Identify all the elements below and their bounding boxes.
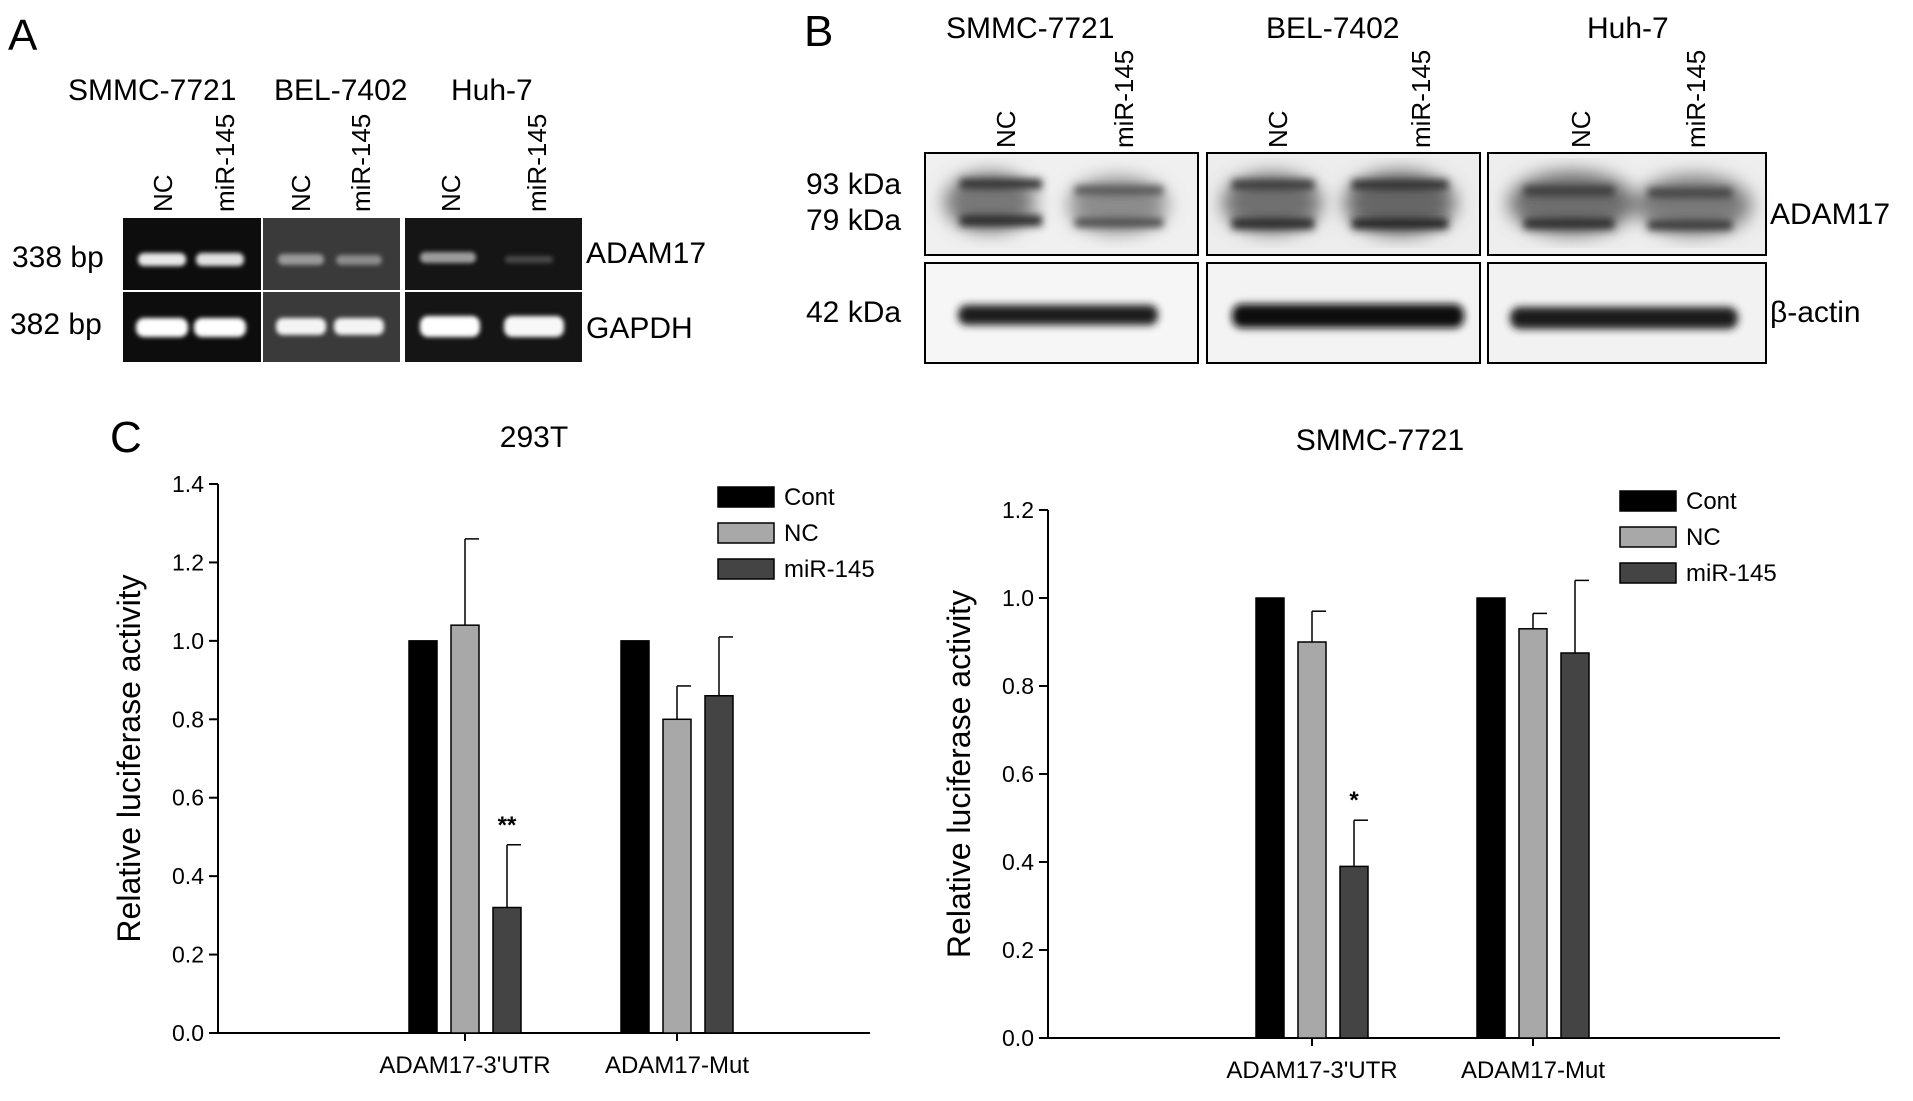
legend-label: Cont	[784, 484, 835, 511]
y-tick-label: 1.2	[172, 549, 204, 575]
panel-b-letter: B	[804, 7, 833, 56]
y-tick-label: 1.4	[172, 471, 204, 497]
legend-label: NC	[1686, 524, 1721, 551]
significance-marker: **	[498, 812, 517, 839]
panel-b-cell-line-bel: BEL-7402	[1266, 12, 1399, 45]
panel-b-marker-93: 93 kDa	[806, 168, 901, 201]
bar	[408, 640, 438, 1034]
legend-swatch	[1619, 562, 1677, 584]
panel-a-lane-label: miR-145	[210, 114, 240, 212]
panel-a-size-338: 338 bp	[12, 241, 104, 274]
bar	[492, 906, 522, 1034]
chart-title: SMMC-7721	[1296, 424, 1464, 457]
western-blot-adam17	[924, 152, 1767, 256]
legend-label: Cont	[1686, 488, 1737, 515]
gel-bands-gapdh	[136, 316, 564, 337]
legend-label: miR-145	[784, 556, 875, 583]
chart-title: 293T	[500, 421, 568, 454]
panel-b-lane-label: miR-145	[1109, 50, 1139, 148]
legend-label: miR-145	[1686, 560, 1777, 587]
panel-b-cell-line-huh: Huh-7	[1587, 12, 1669, 45]
bar	[620, 640, 650, 1034]
y-tick-label: 1.0	[172, 628, 204, 654]
y-tick-label: 0.6	[172, 785, 204, 811]
western-blot-beta-actin	[924, 262, 1767, 364]
panel-b-lane-label: miR-145	[1406, 50, 1436, 148]
bar	[662, 718, 692, 1034]
y-tick-label: 0.2	[172, 942, 204, 968]
y-tick-label: 1.2	[1002, 497, 1034, 523]
y-tick-label: 1.0	[1002, 585, 1034, 611]
panel-a-letter: A	[8, 11, 38, 60]
y-axis-label: Relative luciferase activity	[111, 574, 147, 942]
y-tick-label: 0.0	[172, 1020, 204, 1046]
legend-swatch	[717, 522, 775, 544]
panel-c-letter: C	[110, 413, 142, 462]
panel-a-lane-label: NC	[436, 174, 466, 212]
legend-swatch	[1619, 526, 1677, 548]
panel-b-marker-42: 42 kDa	[806, 296, 901, 329]
y-tick-label: 0.8	[1002, 673, 1034, 699]
panel-b: B SMMC-7721 BEL-7402 Huh-7 NC miR-145 NC…	[804, 7, 1890, 364]
panel-a-cell-line-bel: BEL-7402	[274, 74, 407, 107]
y-tick-label: 0.8	[172, 706, 204, 732]
x-tick-label: ADAM17-3'UTR	[1226, 1057, 1397, 1084]
panel-b-lane-label: miR-145	[1681, 50, 1711, 148]
panel-b-marker-79: 79 kDa	[806, 204, 901, 237]
panel-a-gene-adam17: ADAM17	[586, 237, 706, 270]
panel-b-lane-label: NC	[1263, 110, 1293, 148]
legend-swatch	[1619, 490, 1677, 512]
bar	[1255, 597, 1285, 1039]
panel-b-cell-line-smmc: SMMC-7721	[946, 12, 1114, 45]
x-tick-label: ADAM17-Mut	[1461, 1057, 1605, 1084]
y-axis-label: Relative luciferase activity	[941, 590, 977, 958]
x-tick-label: ADAM17-3'UTR	[379, 1052, 550, 1079]
chart-293t: 293T Relative luciferase activity 0.0 0.2 0.…	[111, 421, 875, 1079]
chart-smmc-7721: SMMC-7721 Relative luciferase activity 0.0…	[941, 424, 1780, 1084]
panel-b-lane-label: NC	[991, 110, 1021, 148]
y-tick-label: 0.6	[1002, 761, 1034, 787]
bar	[1560, 652, 1590, 1039]
y-tick-label: 0.0	[1002, 1025, 1034, 1051]
bar	[450, 624, 480, 1034]
bar	[1476, 597, 1506, 1039]
y-tick-label: 0.4	[1002, 849, 1034, 875]
y-tick-label: 0.4	[172, 863, 204, 889]
panel-a-size-382: 382 bp	[10, 308, 102, 341]
legend-label: NC	[784, 520, 819, 547]
panel-b-protein-adam17: ADAM17	[1770, 198, 1890, 231]
panel-a: A SMMC-7721 BEL-7402 Huh-7 NC miR-145 NC…	[8, 11, 706, 362]
panel-a-lane-label: miR-145	[346, 114, 376, 212]
gel-bands-adam17	[138, 252, 553, 266]
bar	[1518, 628, 1548, 1039]
panel-b-lane-label: NC	[1566, 110, 1596, 148]
panel-a-lane-label: miR-145	[522, 114, 552, 212]
significance-marker: *	[1349, 787, 1359, 814]
x-tick-label: ADAM17-Mut	[605, 1052, 749, 1079]
legend-swatch	[717, 558, 775, 580]
bar	[1339, 865, 1369, 1039]
panel-a-gene-gapdh: GAPDH	[586, 312, 693, 345]
panel-a-lane-label: NC	[286, 174, 316, 212]
panel-a-cell-line-smmc: SMMC-7721	[68, 74, 236, 107]
panel-b-protein-beta-actin: β-actin	[1770, 296, 1861, 329]
legend-swatch	[717, 486, 775, 508]
panel-a-lane-label: NC	[148, 174, 178, 212]
bar	[704, 695, 734, 1034]
y-tick-label: 0.2	[1002, 937, 1034, 963]
panel-a-cell-line-huh: Huh-7	[451, 74, 533, 107]
bar	[1297, 641, 1327, 1039]
